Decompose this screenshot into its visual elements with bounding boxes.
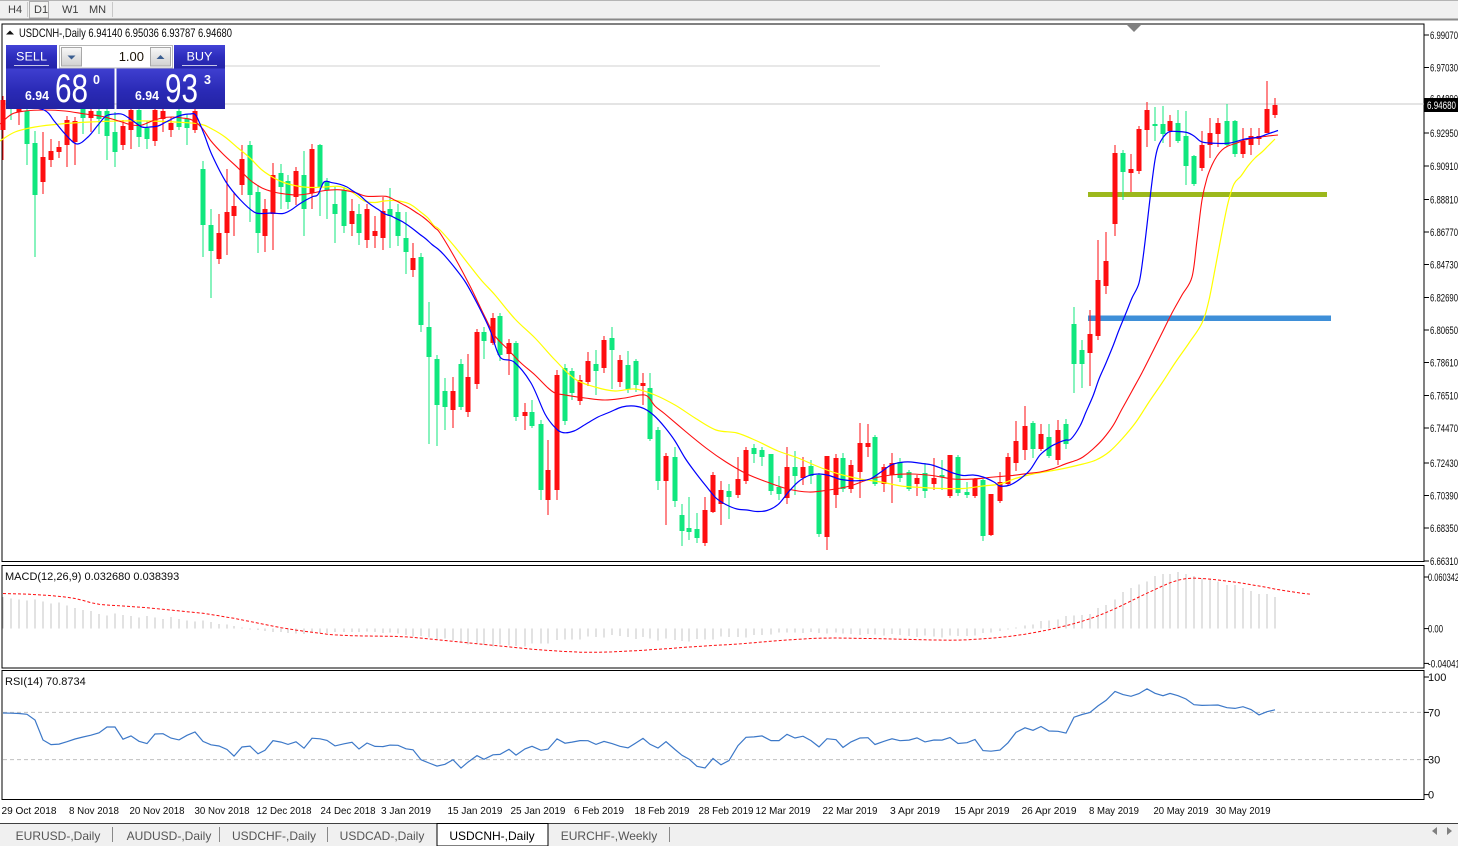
svg-text:3: 3 (204, 73, 211, 87)
svg-text:3 Apr 2019: 3 Apr 2019 (890, 805, 940, 817)
svg-text:USDCAD-,Daily: USDCAD-,Daily (340, 829, 425, 843)
svg-text:30 Nov 2018: 30 Nov 2018 (195, 805, 250, 817)
svg-text:20 May 2019: 20 May 2019 (1154, 805, 1209, 817)
svg-text:6.94: 6.94 (25, 88, 50, 103)
svg-text:6.72430: 6.72430 (1430, 458, 1458, 470)
svg-text:MN: MN (89, 4, 106, 16)
svg-text:USDCNH-,Daily: USDCNH-,Daily (449, 829, 534, 843)
svg-text:20 Nov 2018: 20 Nov 2018 (130, 805, 185, 817)
svg-text:6.78610: 6.78610 (1430, 358, 1458, 370)
svg-text:EURCHF-,Weekly: EURCHF-,Weekly (561, 829, 657, 843)
svg-text:1.00: 1.00 (119, 49, 144, 64)
svg-text:6.92950: 6.92950 (1430, 128, 1458, 140)
svg-text:6.90910: 6.90910 (1430, 161, 1458, 173)
svg-text:6 Feb 2019: 6 Feb 2019 (574, 805, 624, 817)
svg-text:3 Jan 2019: 3 Jan 2019 (381, 805, 431, 817)
svg-text:W1: W1 (62, 4, 79, 16)
svg-text:BUY: BUY (187, 50, 213, 64)
svg-text:EURUSD-,Daily: EURUSD-,Daily (16, 829, 101, 843)
svg-text:0.060342: 0.060342 (1428, 572, 1458, 584)
svg-text:8 May 2019: 8 May 2019 (1089, 805, 1139, 817)
svg-text:6.80650: 6.80650 (1430, 325, 1458, 337)
svg-text:12 Dec 2018: 12 Dec 2018 (257, 805, 312, 817)
svg-text:6.68350: 6.68350 (1430, 523, 1458, 535)
svg-text:24 Dec 2018: 24 Dec 2018 (321, 805, 376, 817)
svg-text:USDCHF-,Daily: USDCHF-,Daily (232, 829, 316, 843)
svg-text:15 Apr 2019: 15 Apr 2019 (955, 805, 1010, 817)
svg-text:USDCNH-,Daily 6.94140 6.95036: USDCNH-,Daily 6.94140 6.95036 6.93787 6.… (19, 26, 232, 40)
svg-text:22 Mar 2019: 22 Mar 2019 (823, 805, 878, 817)
svg-text:6.94: 6.94 (135, 88, 160, 103)
svg-text:29 Oct 2018: 29 Oct 2018 (2, 805, 57, 817)
svg-text:93: 93 (165, 67, 198, 111)
svg-text:100: 100 (1428, 672, 1446, 684)
svg-text:6.66310: 6.66310 (1430, 556, 1458, 568)
svg-text:30 May 2019: 30 May 2019 (1216, 805, 1271, 817)
svg-text:0: 0 (93, 73, 100, 87)
svg-text:D1: D1 (34, 4, 48, 16)
svg-text:15 Jan 2019: 15 Jan 2019 (448, 805, 503, 817)
svg-text:6.94680: 6.94680 (1427, 100, 1456, 112)
svg-text:SELL: SELL (16, 50, 47, 64)
svg-text:28 Feb 2019: 28 Feb 2019 (699, 805, 754, 817)
svg-text:25 Jan 2019: 25 Jan 2019 (511, 805, 566, 817)
svg-text:-0.04041: -0.04041 (1428, 658, 1458, 670)
svg-text:6.99070: 6.99070 (1430, 30, 1458, 42)
svg-text:68: 68 (55, 67, 88, 111)
svg-text:H4: H4 (8, 4, 22, 16)
svg-text:70: 70 (1428, 707, 1440, 719)
svg-text:6.86770: 6.86770 (1430, 227, 1458, 239)
svg-text:8 Nov 2018: 8 Nov 2018 (69, 805, 119, 817)
svg-text:0.00: 0.00 (1428, 624, 1443, 636)
svg-text:12 Mar 2019: 12 Mar 2019 (756, 805, 811, 817)
svg-text:6.82690: 6.82690 (1430, 293, 1458, 305)
svg-text:26 Apr 2019: 26 Apr 2019 (1022, 805, 1077, 817)
svg-text:30: 30 (1428, 755, 1440, 767)
svg-text:18 Feb 2019: 18 Feb 2019 (635, 805, 690, 817)
svg-text:0: 0 (1428, 790, 1434, 802)
svg-text:RSI(14) 70.8734: RSI(14) 70.8734 (5, 676, 86, 688)
svg-text:6.97030: 6.97030 (1430, 63, 1458, 75)
svg-text:6.70390: 6.70390 (1430, 491, 1458, 503)
svg-text:6.84730: 6.84730 (1430, 260, 1458, 272)
svg-text:6.76510: 6.76510 (1430, 391, 1458, 403)
svg-text:6.88810: 6.88810 (1430, 195, 1458, 207)
svg-text:MACD(12,26,9) 0.032680 0.03839: MACD(12,26,9) 0.032680 0.038393 (5, 571, 179, 583)
svg-text:AUDUSD-,Daily: AUDUSD-,Daily (127, 829, 212, 843)
svg-text:6.74470: 6.74470 (1430, 423, 1458, 435)
